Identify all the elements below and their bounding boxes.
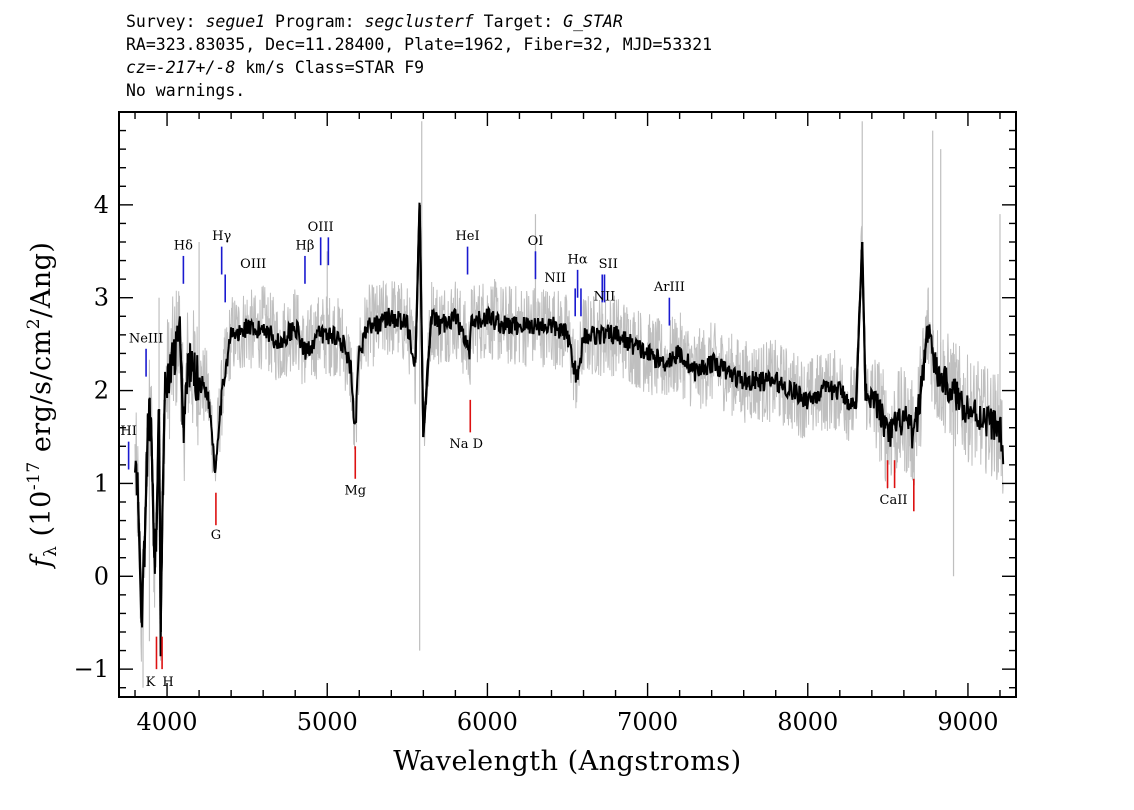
survey-value: segue1 <box>205 12 266 31</box>
header-warnings-line: No warnings. <box>126 81 246 100</box>
y-axis-title: fλ (10-17 erg/s/cm2/Ang) <box>24 242 61 570</box>
line-marker-label: Hδ <box>174 238 193 253</box>
line-marker-label: HI <box>120 424 136 439</box>
line-marker-label: G <box>211 528 221 543</box>
line-marker-label: Na D <box>449 437 483 452</box>
x-tick-label: 6000 <box>457 708 518 736</box>
smoothed-flux-feature <box>918 325 929 400</box>
x-tick-label: 8000 <box>777 708 838 736</box>
x-tick-label: 9000 <box>937 708 998 736</box>
y-axis-unit-a: (10 <box>26 490 57 545</box>
y-axis-symbol: f <box>26 553 57 569</box>
x-tick-label: 5000 <box>297 708 358 736</box>
axis-tick-labels: 4000 5000 6000 7000 8000 9000 −1 0 1 2 3 4 <box>74 191 999 736</box>
line-marker-label: Hγ <box>212 229 231 244</box>
line-marker-label: NII <box>594 289 616 304</box>
y-tick-label: 4 <box>94 191 109 219</box>
smoothed-flux-feature <box>422 316 433 438</box>
y-tick-label: 2 <box>94 377 109 405</box>
smoothed-flux-feature <box>161 399 166 521</box>
line-marker-label: HeI <box>455 229 479 244</box>
line-marker-label: OIII <box>240 257 266 272</box>
cz-unit: km/s <box>245 58 285 77</box>
smoothed-flux-feature <box>178 334 185 428</box>
y-tick-label: 3 <box>94 284 109 312</box>
smoothed-flux-layer <box>134 202 1005 657</box>
x-axis-title: Wavelength (Angstroms) <box>393 746 741 777</box>
y-tick-label: 1 <box>94 469 109 497</box>
header-survey-line: Survey: segue1 Program: segclusterf Targ… <box>126 10 712 33</box>
spectrum-header: Survey: segue1 Program: segclusterf Targ… <box>126 10 712 102</box>
y-axis-subscript: λ <box>41 546 61 557</box>
smoothed-flux-feature <box>159 520 164 633</box>
line-marker-label: SII <box>599 257 618 272</box>
program-label: Program: <box>275 12 355 31</box>
line-marker-label: CaII <box>880 493 908 508</box>
header-redshift-line: cz=-217+/-8 km/s Class=STAR F9 <box>126 56 712 79</box>
line-marker-label: Mg <box>344 484 366 499</box>
smoothed-flux-feature <box>861 241 867 391</box>
line-marker-label: Hα <box>568 252 588 267</box>
target-label: Target: <box>483 12 554 31</box>
y-axis-exponent: -17 <box>24 461 44 490</box>
survey-label: Survey: <box>126 12 196 31</box>
smoothed-flux-feature <box>149 418 156 558</box>
raw-flux-layer <box>134 121 1004 688</box>
line-marker-label: OI <box>528 234 544 249</box>
x-tick-label: 4000 <box>137 708 198 736</box>
line-marker-label: K <box>146 675 156 690</box>
y-axis-unit-c: /Ang) <box>26 242 57 318</box>
y-axis-square: 2 <box>24 318 44 329</box>
smoothed-flux-feature <box>137 501 143 623</box>
target-value: G_STAR <box>563 12 623 31</box>
smoothed-flux-feature <box>143 427 149 549</box>
line-marker-label: ArIII <box>653 280 685 295</box>
smoothed-flux-feature <box>418 204 425 438</box>
x-tick-label: 7000 <box>617 708 678 736</box>
class-text: Class=STAR F9 <box>294 58 425 77</box>
plot-frame <box>118 111 1017 698</box>
line-marker-label: OIII <box>308 220 334 235</box>
line-marker-label: H <box>162 675 173 690</box>
cz-value: -217+/-8 <box>155 58 236 77</box>
line-marker-label: NII <box>544 271 566 286</box>
axis-ticks <box>119 112 1016 697</box>
cz-label: cz= <box>126 58 156 77</box>
line-marker-label: Hβ <box>296 238 315 253</box>
smoothed-flux-feature <box>854 241 864 410</box>
program-value: segclusterf <box>364 12 474 31</box>
header-coordinates-line: RA=323.83035, Dec=11.28400, Plate=1962, … <box>126 35 713 54</box>
y-tick-label: 0 <box>94 562 109 590</box>
line-marker-label: NeIII <box>129 331 163 346</box>
y-axis-unit-b: erg/s/cm <box>26 329 57 461</box>
smoothed-flux-feature <box>414 204 421 363</box>
y-tick-label: −1 <box>74 655 109 683</box>
